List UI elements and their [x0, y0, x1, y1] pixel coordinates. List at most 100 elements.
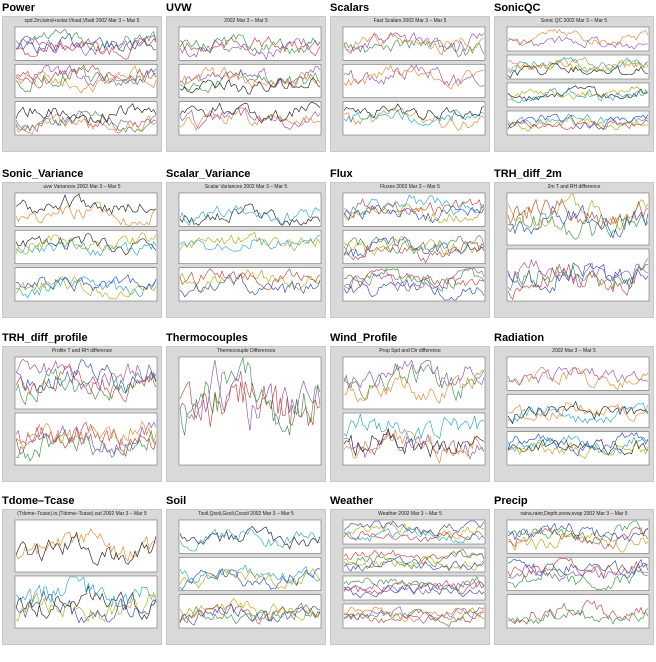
- subplot-frame: [506, 431, 650, 466]
- series-line: [343, 109, 485, 127]
- series-line: [507, 198, 649, 229]
- panel-title[interactable]: Soil: [166, 495, 187, 507]
- panel-title[interactable]: Weather: [330, 495, 374, 507]
- series-line: [343, 363, 485, 402]
- series-line: [507, 35, 649, 50]
- series-line: [343, 528, 485, 544]
- plot-thumbnail[interactable]: Fast Scalars 2002 Mar 3 – Mar 5: [330, 16, 490, 152]
- series-line: [15, 358, 157, 392]
- plot-thumbnail[interactable]: 2m T and RH difference: [494, 182, 654, 318]
- series-line: [343, 198, 485, 218]
- series-line: [507, 86, 649, 101]
- series-line: [15, 65, 157, 94]
- subplot-frame: [178, 230, 322, 264]
- series-line: [343, 606, 485, 624]
- plot-thumbnail[interactable]: (Tdome–Tcase).in,(Tdome–Tcase).out 2002 …: [2, 509, 162, 645]
- plot-svg: [178, 356, 322, 466]
- panel-title[interactable]: UVW: [166, 2, 192, 14]
- series-line: [507, 193, 649, 231]
- series-line: [15, 368, 157, 406]
- series-line: [343, 32, 485, 54]
- series-line: [179, 107, 321, 131]
- series-line: [343, 413, 485, 443]
- series-line: [15, 275, 157, 300]
- series-line: [15, 113, 157, 135]
- series-line: [343, 549, 485, 570]
- panel-title[interactable]: Tdome–Tcase: [2, 495, 75, 507]
- plot-svg: [342, 519, 486, 629]
- series-line: [179, 107, 321, 130]
- panel-title[interactable]: Thermocouples: [166, 332, 248, 344]
- panel-title[interactable]: Scalar_Variance: [166, 168, 251, 180]
- plot-thumbnail[interactable]: Tsoil,Qsoil,Gsoil,Cvsoil 2002 Mar 3 – Ma…: [166, 509, 326, 645]
- panel-title[interactable]: Flux: [330, 168, 353, 180]
- plot-title: Prop Spd and Dir difference: [379, 348, 441, 354]
- plot-thumbnail[interactable]: 2002 Mar 3 – Mar 5: [494, 346, 654, 482]
- subplot-frame: [506, 82, 650, 108]
- panel-title[interactable]: Radiation: [494, 332, 545, 344]
- series-line: [15, 110, 157, 133]
- panel-title[interactable]: Precip: [494, 495, 528, 507]
- plot-thumbnail[interactable]: Profile T and RH difference: [2, 346, 162, 482]
- series-line: [507, 28, 649, 47]
- panel-title[interactable]: TRH_diff_2m: [494, 168, 562, 180]
- series-line: [343, 268, 485, 292]
- series-line: [507, 520, 649, 545]
- subplot-frame: [178, 557, 322, 591]
- subplot-frame: [178, 192, 322, 227]
- plot-thumbnail[interactable]: raina,rainr,Depth,snow,evap 2002 Mar 3 –…: [494, 509, 654, 645]
- plot-title: Tsoil,Qsoil,Gsoil,Cvsoil 2002 Mar 3 – Ma…: [198, 511, 294, 517]
- plot-title: Thermocouple Differences: [216, 348, 276, 354]
- series-line: [343, 38, 485, 58]
- series-line: [343, 583, 485, 599]
- series-line: [343, 203, 485, 224]
- subplot-frame: [506, 54, 650, 80]
- series-line: [507, 402, 649, 424]
- plot-thumbnail[interactable]: Fluxes 2002 Mar 3 – Mar 5: [330, 182, 490, 318]
- subplot-frame: [342, 64, 486, 98]
- series-line: [343, 579, 485, 595]
- series-line: [343, 608, 485, 622]
- series-line: [15, 576, 157, 608]
- series-line: [15, 232, 157, 255]
- series-line: [179, 602, 321, 625]
- plot-svg: [506, 26, 650, 136]
- series-line: [343, 107, 485, 131]
- series-line: [15, 274, 157, 293]
- plot-thumbnail[interactable]: Thermocouple Differences: [166, 346, 326, 482]
- plot-thumbnail[interactable]: Weather 2002 Mar 3 – Mar 5: [330, 509, 490, 645]
- series-line: [507, 85, 649, 102]
- plot-svg: [506, 519, 650, 629]
- plot-svg: [14, 356, 158, 466]
- subplot-frame: [14, 412, 158, 466]
- plot-title: 2002 Mar 3 – Mar 5: [224, 18, 268, 24]
- series-line: [15, 233, 157, 256]
- series-line: [343, 606, 485, 623]
- plot-thumbnail[interactable]: spd.2m,lwind+solar,Vload,Vbatt 2002 Mar …: [2, 16, 162, 152]
- series-line: [343, 235, 485, 255]
- series-line: [507, 400, 649, 425]
- series-line: [15, 103, 157, 124]
- plot-svg: [178, 192, 322, 302]
- series-line: [507, 558, 649, 579]
- panel-title[interactable]: SonicQC: [494, 2, 541, 14]
- series-line: [15, 421, 157, 456]
- panel-title[interactable]: TRH_diff_profile: [2, 332, 88, 344]
- series-line: [507, 204, 649, 239]
- plot-thumbnail[interactable]: Scalar Variances 2002 Mar 3 – Mar 5: [166, 182, 326, 318]
- plot-svg: [342, 26, 486, 136]
- subplot-frame: [342, 26, 486, 61]
- series-line: [15, 275, 157, 299]
- subplot-frame: [342, 519, 486, 545]
- series-line: [15, 420, 157, 448]
- plot-thumbnail[interactable]: 2002 Mar 3 – Mar 5: [166, 16, 326, 152]
- panel-title[interactable]: Scalars: [330, 2, 370, 14]
- panel-title[interactable]: Power: [2, 2, 36, 14]
- subplot-frame: [178, 356, 322, 466]
- series-line: [343, 576, 485, 591]
- plot-thumbnail[interactable]: Prop Spd and Dir difference: [330, 346, 490, 482]
- plot-thumbnail[interactable]: Sonic QC 2002 Mar 3 – Mar 5: [494, 16, 654, 152]
- panel-title[interactable]: Wind_Profile: [330, 332, 398, 344]
- plot-thumbnail[interactable]: uvw Variances 2002 Mar 3 – Mar 5: [2, 182, 162, 318]
- panel-title[interactable]: Sonic_Variance: [2, 168, 84, 180]
